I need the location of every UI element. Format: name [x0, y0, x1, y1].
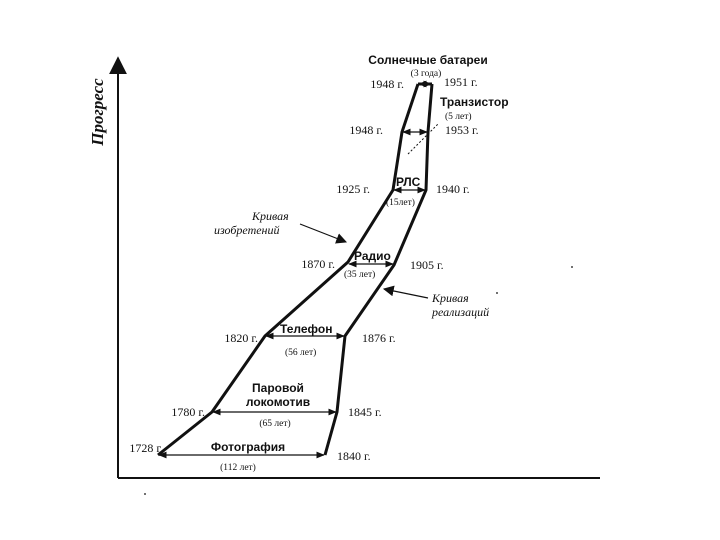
- scan-speck: [144, 493, 146, 495]
- telephone-gap: (56 лет): [285, 347, 316, 358]
- inventions-curve-label-line2: изобретений: [214, 223, 280, 237]
- inventions-curve-label-line1: Кривая: [251, 209, 289, 223]
- photography-name: Фотография: [211, 440, 285, 454]
- transistor-invented-year: 1948 г.: [349, 123, 383, 137]
- telephone-name: Телефон: [280, 322, 332, 336]
- solar-name: Солнечные батареи: [368, 53, 487, 67]
- realization-curve: [323, 83, 434, 456]
- inventions-pointer-arrow: [299, 223, 348, 244]
- solar-realized-year: 1951 г.: [444, 75, 478, 89]
- locomotive-name-line2: локомотив: [246, 395, 310, 409]
- radar-gap: (15лет): [386, 197, 415, 208]
- transistor-pointer-line: [407, 123, 439, 155]
- scan-speck: [496, 292, 498, 294]
- radio-realized-year: 1905 г.: [410, 258, 444, 272]
- radar-invented-year: 1925 г.: [336, 182, 370, 196]
- radio-invented-year: 1870 г.: [301, 257, 335, 271]
- transistor-gap: (5 лет): [445, 111, 472, 122]
- radar-name: РЛС: [396, 175, 421, 189]
- photography-invented-year: 1728 г.: [129, 441, 163, 455]
- locomotive-gap: (65 лет): [259, 418, 290, 429]
- photography-gap: (112 лет): [220, 462, 256, 473]
- realization-curve-label-line2: реализаций: [431, 305, 489, 319]
- scan-speck: [571, 266, 573, 268]
- telephone-invented-year: 1820 г.: [224, 331, 258, 345]
- radio-name: Радио: [354, 249, 391, 263]
- radar-realized-year: 1940 г.: [436, 182, 470, 196]
- radio-gap: (35 лет): [344, 269, 375, 280]
- telephone-realized-year: 1876 г.: [362, 331, 396, 345]
- transistor-name: Транзистор: [440, 95, 509, 109]
- transistor-realized-year: 1953 г.: [445, 123, 479, 137]
- locomotive-invented-year: 1780 г.: [171, 405, 205, 419]
- photography-realized-year: 1840 г.: [337, 449, 371, 463]
- solar-invented-year: 1948 г.: [370, 77, 404, 91]
- realization-curve-label-line1: Кривая: [431, 291, 469, 305]
- realization-pointer-arrow: [382, 285, 429, 299]
- y-axis-label: Прогресс: [88, 78, 107, 147]
- inventions-curve: [157, 83, 420, 457]
- solar-gap: (3 года): [411, 68, 442, 79]
- locomotive-realized-year: 1845 г.: [348, 405, 382, 419]
- locomotive-name-line1: Паровой: [252, 381, 304, 395]
